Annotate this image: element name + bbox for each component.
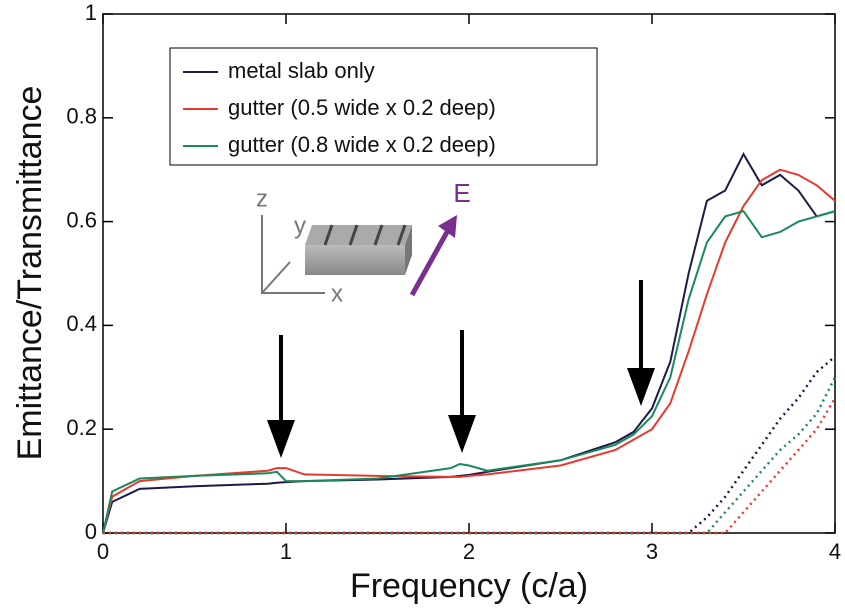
legend-box xyxy=(169,47,598,166)
legend-label: gutter (0.5 wide x 0.2 deep) xyxy=(228,95,496,120)
slab-side xyxy=(405,225,412,275)
emittance-line xyxy=(102,168,836,534)
slab-front xyxy=(305,245,405,275)
y-tick-label: 0 xyxy=(85,519,97,544)
y-tick-label: 0.2 xyxy=(66,415,97,440)
x-tick-label: 3 xyxy=(646,539,658,564)
slab-top xyxy=(305,225,412,245)
inset-diagram: z y x E xyxy=(256,178,471,307)
x-tick-label: 2 xyxy=(463,539,475,564)
x-tick-label: 4 xyxy=(829,539,841,564)
legend: metal slab only gutter (0.5 wide x 0.2 de… xyxy=(183,58,496,157)
arrow-head xyxy=(627,368,655,406)
inset-axis xyxy=(261,261,291,294)
e-arrow xyxy=(409,230,450,297)
y-tick-label: 1 xyxy=(85,0,97,25)
e-arrow-head xyxy=(438,215,457,238)
inset-label: z xyxy=(256,185,268,212)
legend-label: gutter (0.8 wide x 0.2 deep) xyxy=(228,132,496,157)
inset-label: E xyxy=(453,178,470,208)
inset-label: y xyxy=(294,212,306,239)
transmittance-line xyxy=(103,376,837,535)
y-tick-label: 0.6 xyxy=(66,207,97,232)
arrow-head xyxy=(267,420,295,458)
arrows xyxy=(267,280,655,458)
x-tick-label: 0 xyxy=(97,539,109,564)
emittance-line xyxy=(102,210,836,534)
y-tick-label: 0.4 xyxy=(66,311,97,336)
inset-label: x xyxy=(331,280,343,307)
x-axis-title: Frequency (c/a) xyxy=(350,567,588,605)
transmittance-line xyxy=(103,397,837,535)
y-tick-label: 0.8 xyxy=(66,104,97,129)
transmittance-line xyxy=(103,355,836,535)
legend-label: metal slab only xyxy=(228,58,375,83)
arrow-head xyxy=(448,415,476,453)
x-tick-label: 1 xyxy=(280,539,292,564)
y-axis-title: Emittance/Transmittance xyxy=(11,86,49,461)
